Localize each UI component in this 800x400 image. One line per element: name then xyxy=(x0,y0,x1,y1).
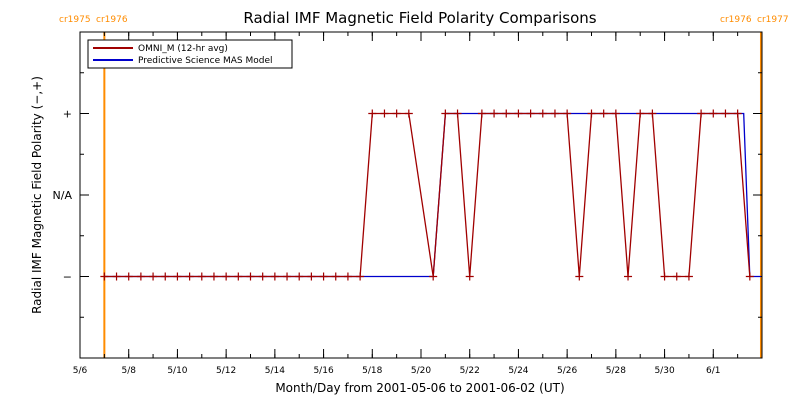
omni-data-point xyxy=(514,109,523,118)
omni-data-point xyxy=(587,109,596,118)
x-tick-label: 5/8 xyxy=(121,366,136,376)
omni-data-point xyxy=(624,272,633,281)
x-tick-label: 5/22 xyxy=(460,366,480,376)
omni-data-point xyxy=(100,272,109,281)
x-axis-label: Month/Day from 2001-05-06 to 2001-06-02 … xyxy=(275,381,564,395)
omni-data-point xyxy=(270,272,279,281)
legend: OMNI_M (12-hr avg) Predictive Science MAS… xyxy=(87,39,293,69)
omni-data-point xyxy=(721,109,730,118)
omni-data-point xyxy=(599,109,608,118)
omni-data-point xyxy=(404,109,413,118)
omni-data-point xyxy=(392,109,401,118)
omni-data-point xyxy=(490,109,499,118)
omni-data-point xyxy=(222,272,231,281)
omni-data-point xyxy=(343,272,352,281)
omni-data-point xyxy=(538,109,547,118)
omni-data-point xyxy=(331,272,340,281)
omni-data-point xyxy=(745,272,754,281)
carrington-label: cr1977 xyxy=(757,15,789,25)
x-tick-label: 5/18 xyxy=(362,366,382,376)
omni-data-point xyxy=(380,109,389,118)
x-tick-label: 5/12 xyxy=(216,366,236,376)
omni-data-point xyxy=(197,272,206,281)
omni-data-point xyxy=(733,109,742,118)
omni-data-point xyxy=(575,272,584,281)
omni-data-point xyxy=(453,109,462,118)
x-tick-label: 5/26 xyxy=(557,366,577,376)
omni-data-point xyxy=(563,109,572,118)
x-tick-label: 6/1 xyxy=(706,366,720,376)
omni-data-point xyxy=(502,109,511,118)
omni-data-point xyxy=(636,109,645,118)
omni-data-point xyxy=(550,109,559,118)
axes-layer: 5/6 5/8 5/10 5/12 5/14 5/16 5/18 5/20 5/22 5/24 5/… xyxy=(53,31,763,376)
omni-data-point xyxy=(149,272,158,281)
omni-data-point xyxy=(295,272,304,281)
omni-data-point xyxy=(161,272,170,281)
y-tick-label: + xyxy=(63,108,72,121)
omni-data-point xyxy=(124,272,133,281)
omni-data-point xyxy=(234,272,243,281)
omni-data-point xyxy=(368,109,377,118)
omni-data-point xyxy=(526,109,535,118)
omni-data-point xyxy=(319,272,328,281)
omni-data-point xyxy=(672,272,681,281)
x-tick-label: 5/28 xyxy=(606,366,626,376)
omni-data-point xyxy=(611,109,620,118)
omni-data-point xyxy=(258,272,267,281)
omni-data-point xyxy=(307,272,316,281)
omni-data-point xyxy=(429,272,438,281)
omni-data-point xyxy=(136,272,145,281)
x-tick-label: 5/30 xyxy=(654,366,674,376)
omni-data-point xyxy=(697,109,706,118)
omni-data-point xyxy=(356,272,365,281)
y-tick-label: − xyxy=(63,271,72,284)
legend-label: Predictive Science MAS Model xyxy=(138,56,273,66)
omni-data-point xyxy=(465,272,474,281)
omni-data-point xyxy=(477,109,486,118)
x-tick-label: 5/10 xyxy=(167,366,187,376)
omni-data-point xyxy=(648,109,657,118)
x-tick-label: 5/14 xyxy=(265,366,285,376)
chart-title: Radial IMF Magnetic Field Polarity Compa… xyxy=(243,9,596,27)
y-axis-label: Radial IMF Magnetic Field Polarity (−,+) xyxy=(30,76,44,314)
carrington-label: cr1975 xyxy=(59,15,91,25)
omni-data-point xyxy=(283,272,292,281)
omni-data-point xyxy=(684,272,693,281)
series-layer xyxy=(100,109,761,281)
omni-data-point xyxy=(185,272,194,281)
x-tick-label: 5/6 xyxy=(73,366,88,376)
omni-data-point xyxy=(246,272,255,281)
x-tick-label: 5/24 xyxy=(508,366,528,376)
omni-data-point xyxy=(112,272,121,281)
omni-data-point xyxy=(209,272,218,281)
omni-data-point xyxy=(441,109,450,118)
x-tick-label: 5/16 xyxy=(313,366,333,376)
legend-box xyxy=(87,39,293,69)
omni-data-point xyxy=(660,272,669,281)
omni-data-point xyxy=(173,272,182,281)
x-tick-label: 5/20 xyxy=(411,366,431,376)
omni-data-point xyxy=(709,109,718,118)
carrington-label: cr1976 xyxy=(96,15,128,25)
y-tick-label: N/A xyxy=(53,189,73,202)
carrington-label: cr1976 xyxy=(720,15,752,25)
legend-label: OMNI_M (12-hr avg) xyxy=(138,44,228,54)
